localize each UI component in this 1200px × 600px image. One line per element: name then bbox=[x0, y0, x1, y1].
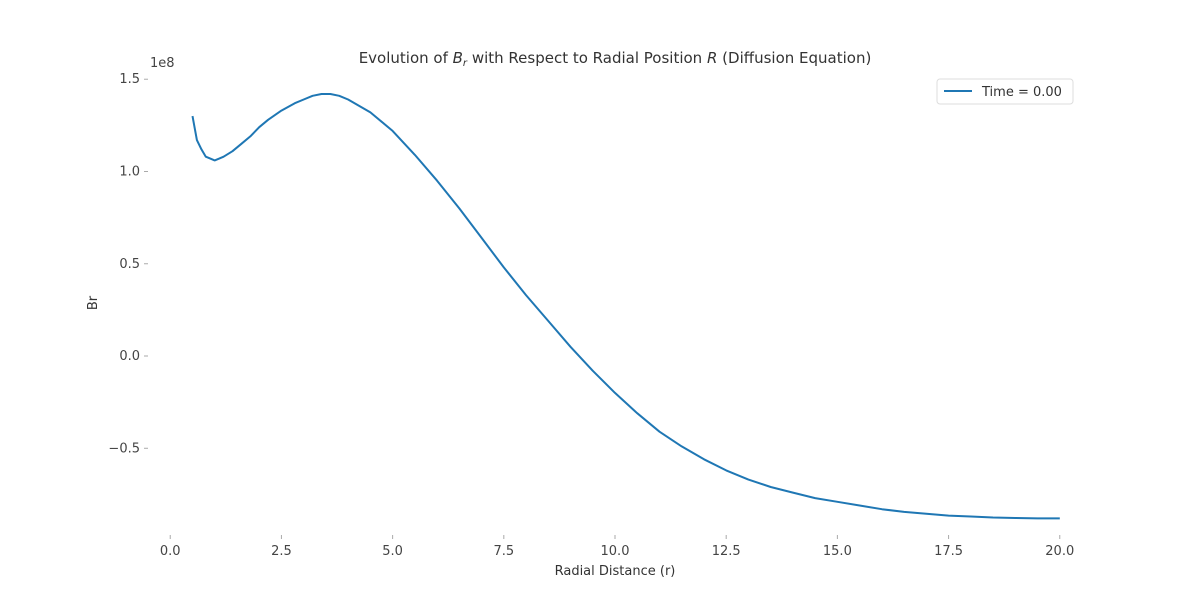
x-tick-label: 5.0 bbox=[382, 544, 403, 559]
x-tick-label: 17.5 bbox=[934, 544, 963, 559]
y-axis-ticks: −0.5 0.0 0.5 1.0 1.5 bbox=[108, 72, 148, 456]
legend-box bbox=[936, 78, 1074, 105]
x-tick-label: 15.0 bbox=[823, 544, 852, 559]
y-tick-label: 1.0 bbox=[119, 164, 140, 179]
y-tick-label: −0.5 bbox=[108, 441, 140, 456]
series-line-0 bbox=[191, 93, 1060, 520]
x-tick-label: 12.5 bbox=[712, 544, 741, 559]
legend: Time = 0.00 bbox=[936, 78, 1074, 105]
x-tick-label: 20.0 bbox=[1045, 544, 1074, 559]
series-layer bbox=[191, 93, 1060, 520]
y-tick-label: 0.5 bbox=[119, 257, 140, 272]
legend-entry-label: Time = 0.00 bbox=[981, 85, 1062, 100]
x-tick-label: 2.5 bbox=[271, 544, 292, 559]
y-axis-offset-label: 1e8 bbox=[150, 56, 175, 71]
x-tick-label: 7.5 bbox=[493, 544, 514, 559]
x-axis-ticks: 0.0 2.5 5.0 7.5 10.0 12.5 15.0 17.5 20.0 bbox=[160, 535, 1074, 559]
x-axis-label: Radial Distance (r) bbox=[555, 564, 676, 579]
y-tick-label: 0.0 bbox=[119, 349, 140, 364]
x-tick-label: 0.0 bbox=[160, 544, 181, 559]
chart-title: Evolution of Br with Respect to Radial P… bbox=[359, 49, 872, 69]
y-tick-label: 1.5 bbox=[119, 72, 140, 87]
y-axis-label: Br bbox=[86, 295, 101, 310]
x-tick-label: 10.0 bbox=[601, 544, 630, 559]
